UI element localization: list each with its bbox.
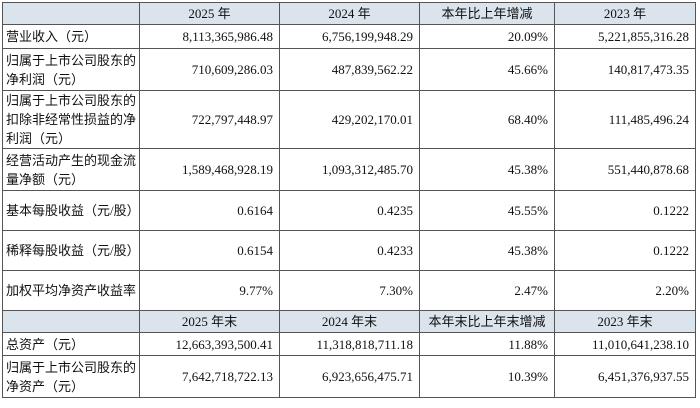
value-cell: 2.20% bbox=[554, 270, 696, 311]
header-cell: 2025 年末 bbox=[139, 310, 280, 333]
data-row: 归属于上市公司股东的净利润（元） 710,609,286.03 487,839,56… bbox=[2, 48, 696, 91]
value-cell: 429,202,170.01 bbox=[279, 90, 420, 149]
header-cell bbox=[2, 310, 140, 333]
value-cell: 12,663,393,500.41 bbox=[139, 332, 280, 356]
row-label: 归属于上市公司股东的扣除非经常性损益的净利润（元） bbox=[2, 90, 140, 149]
value-cell: 487,839,562.22 bbox=[279, 48, 420, 91]
value-cell: 6,923,656,475.71 bbox=[279, 355, 420, 398]
value-cell: 0.6154 bbox=[139, 230, 280, 271]
value-cell: 7.30% bbox=[279, 270, 420, 311]
value-cell: 45.38% bbox=[419, 148, 555, 191]
value-cell: 5,221,855,316.28 bbox=[554, 24, 696, 49]
value-cell: 45.66% bbox=[419, 48, 555, 91]
value-cell: 7,642,718,722.13 bbox=[139, 355, 280, 398]
value-cell: 1,093,312,485.70 bbox=[279, 148, 420, 191]
header-cell: 2023 年 bbox=[554, 2, 696, 25]
data-row: 基本每股收益（元/股） 0.6164 0.4235 45.55% 0.1222 bbox=[2, 190, 696, 231]
value-cell: 45.38% bbox=[419, 230, 555, 271]
value-cell: 1,589,468,928.19 bbox=[139, 148, 280, 191]
row-label: 归属于上市公司股东的净资产（元） bbox=[2, 355, 140, 398]
data-row: 经营活动产生的现金流量净额（元） 1,589,468,928.19 1,093,31… bbox=[2, 148, 696, 191]
data-row: 加权平均净资产收益率 9.77% 7.30% 2.47% 2.20% bbox=[2, 270, 696, 311]
value-cell: 140,817,473.35 bbox=[554, 48, 696, 91]
header-cell: 2025 年 bbox=[139, 2, 280, 25]
value-cell: 2.47% bbox=[419, 270, 555, 311]
value-cell: 8,113,365,986.48 bbox=[139, 24, 280, 49]
header-cell: 本年末比上年末增减 bbox=[419, 310, 555, 333]
value-cell: 20.09% bbox=[419, 24, 555, 49]
value-cell: 11.88% bbox=[419, 332, 555, 356]
row-label: 归属于上市公司股东的净利润（元） bbox=[2, 48, 140, 91]
value-cell: 0.1222 bbox=[554, 190, 696, 231]
value-cell: 11,318,818,711.18 bbox=[279, 332, 420, 356]
header-cell: 本年比上年增减 bbox=[419, 2, 555, 25]
value-cell: 0.4233 bbox=[279, 230, 420, 271]
value-cell: 6,756,199,948.29 bbox=[279, 24, 420, 49]
header-cell: 2023 年末 bbox=[554, 310, 696, 333]
value-cell: 0.4235 bbox=[279, 190, 420, 231]
value-cell: 111,485,496.24 bbox=[554, 90, 696, 149]
row-label: 总资产（元） bbox=[2, 332, 140, 356]
header-row: 2025 年 2024 年本年比上年增减 2023 年 bbox=[2, 2, 696, 25]
data-row: 稀释每股收益（元/股） 0.6154 0.4233 45.38% 0.1222 bbox=[2, 230, 696, 271]
row-label: 加权平均净资产收益率 bbox=[2, 270, 140, 311]
value-cell: 0.1222 bbox=[554, 230, 696, 271]
value-cell: 0.6164 bbox=[139, 190, 280, 231]
value-cell: 722,797,448.97 bbox=[139, 90, 280, 149]
data-row: 总资产（元） 12,663,393,500.41 11,318,818,711.18… bbox=[2, 332, 696, 356]
header-row: 2025 年末 2024 年末 本年末比上年末增减 2023 年末 bbox=[2, 310, 696, 333]
table-body: 2025 年 2024 年本年比上年增减 2023 年营业收入（元） 8,113,36… bbox=[2, 2, 696, 398]
data-row: 营业收入（元） 8,113,365,986.48 6,756,199,948.29 2… bbox=[2, 24, 696, 49]
data-row: 归属于上市公司股东的扣除非经常性损益的净利润（元） 722,797,448.97 4… bbox=[2, 90, 696, 149]
row-label: 营业收入（元） bbox=[2, 24, 140, 49]
value-cell: 45.55% bbox=[419, 190, 555, 231]
value-cell: 710,609,286.03 bbox=[139, 48, 280, 91]
header-cell: 2024 年 bbox=[279, 2, 420, 25]
value-cell: 68.40% bbox=[419, 90, 555, 149]
value-cell: 551,440,878.68 bbox=[554, 148, 696, 191]
row-label: 基本每股收益（元/股） bbox=[2, 190, 140, 231]
value-cell: 10.39% bbox=[419, 355, 555, 398]
row-label: 经营活动产生的现金流量净额（元） bbox=[2, 148, 140, 191]
data-row: 归属于上市公司股东的净资产（元） 7,642,718,722.13 6,923,65… bbox=[2, 355, 696, 398]
value-cell: 11,010,641,238.10 bbox=[554, 332, 696, 356]
header-cell bbox=[2, 2, 140, 25]
value-cell: 6,451,376,937.55 bbox=[554, 355, 696, 398]
financial-table: 2025 年 2024 年本年比上年增减 2023 年营业收入（元） 8,113,36… bbox=[2, 2, 696, 398]
header-cell: 2024 年末 bbox=[279, 310, 420, 333]
value-cell: 9.77% bbox=[139, 270, 280, 311]
row-label: 稀释每股收益（元/股） bbox=[2, 230, 140, 271]
